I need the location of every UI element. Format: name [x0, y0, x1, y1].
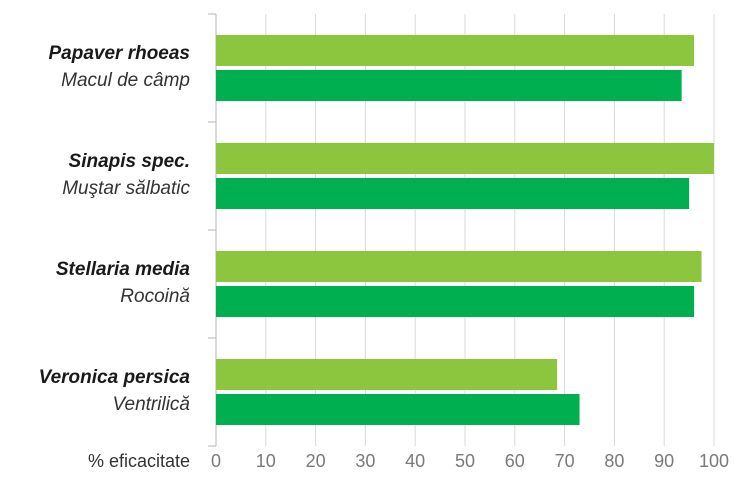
x-tick-label: 30 — [355, 451, 375, 471]
x-tick-label: 20 — [306, 451, 326, 471]
bar-1-1 — [216, 35, 695, 66]
category-label-scientific: Sinapis spec. — [69, 151, 190, 172]
category-labels: Papaver rhoeas Macul de câmp Sinapis spec.… — [39, 43, 191, 415]
bar-2-4 — [216, 394, 580, 425]
x-tick-label: 40 — [405, 451, 425, 471]
category-label-scientific: Veronica persica — [39, 367, 191, 388]
x-tick-labels: 0 10 20 30 40 50 60 70 80 90 100 — [211, 451, 729, 471]
bar-2-3 — [216, 286, 695, 317]
x-tick-label: 90 — [654, 451, 674, 471]
bar-2-2 — [216, 178, 690, 209]
x-tick-label: 80 — [604, 451, 624, 471]
bar-1-3 — [216, 251, 702, 282]
bars — [216, 35, 714, 425]
bar-2-1 — [216, 70, 682, 101]
category-label-common: Muştar sălbatic — [62, 178, 190, 199]
x-tick-label: 100 — [699, 451, 729, 471]
bar-1-4 — [216, 359, 558, 390]
x-tick-label: 60 — [505, 451, 525, 471]
bar-1-2 — [216, 143, 714, 174]
x-tick-label: 10 — [256, 451, 276, 471]
category-label-common: Rocoină — [120, 286, 190, 307]
x-tick-label: 70 — [555, 451, 575, 471]
category-label-scientific: Papaver rhoeas — [48, 43, 190, 64]
x-tick-label: 50 — [455, 451, 475, 471]
category-label-common: Macul de câmp — [61, 70, 190, 91]
category-label-common: Ventrilică — [113, 394, 190, 415]
x-axis-title: % eficacitate — [88, 451, 190, 471]
x-tick-label: 0 — [211, 451, 221, 471]
category-label-scientific: Stellaria media — [56, 259, 191, 280]
